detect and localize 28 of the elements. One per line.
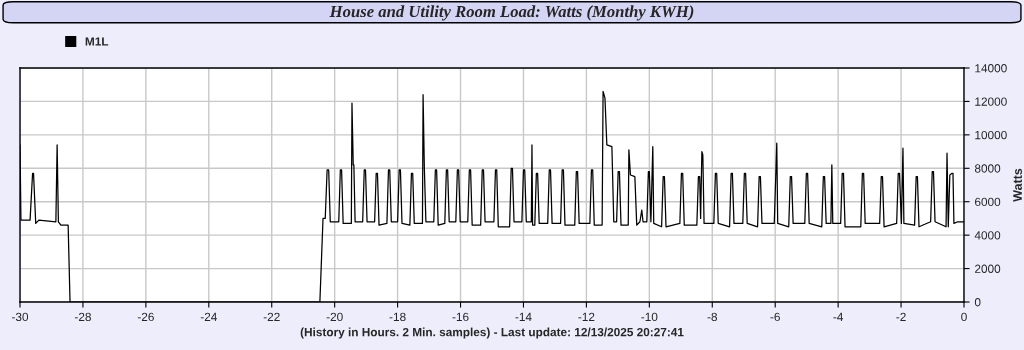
x-tick-label: -20 — [326, 312, 343, 322]
x-tick-label: -16 — [452, 312, 469, 322]
legend-label: M1L — [85, 37, 109, 46]
y-tick-label: 2000 — [975, 264, 1001, 273]
x-axis-title: (History in Hours. 2 Min. samples) - Last update: 12/13/2025 20:27:41 — [300, 327, 684, 339]
x-tick-label: -4 — [833, 312, 844, 321]
x-tick-label: -10 — [641, 312, 658, 322]
chart-title: House and Utility Room Load: Watts (Monthy KWH) — [329, 5, 694, 21]
x-tick-label: -8 — [707, 312, 717, 322]
x-tick-label: -14 — [515, 312, 532, 321]
x-tick-label: -30 — [11, 312, 29, 322]
x-tick-label: -12 — [578, 312, 595, 321]
y-tick-label: 0 — [974, 298, 981, 307]
x-tick-label: 0 — [961, 312, 967, 322]
y-tick-label: 14000 — [975, 64, 1007, 73]
x-tick-label: -28 — [74, 312, 91, 322]
x-tick-label: -2 — [896, 312, 906, 321]
y-tick-label: 6000 — [975, 197, 1001, 207]
y-tick-label: 4000 — [974, 231, 1001, 240]
y-axis-title: Watts — [1013, 168, 1022, 202]
x-tick-label: -6 — [770, 312, 780, 322]
x-tick-label: -18 — [389, 312, 406, 322]
y-tick-label: 10000 — [975, 130, 1007, 140]
x-tick-label: -22 — [263, 312, 280, 321]
x-tick-label: -24 — [200, 312, 217, 321]
y-tick-label: 8000 — [974, 164, 1001, 173]
x-tick-label: -26 — [137, 312, 154, 322]
y-tick-label: 12000 — [975, 97, 1007, 106]
